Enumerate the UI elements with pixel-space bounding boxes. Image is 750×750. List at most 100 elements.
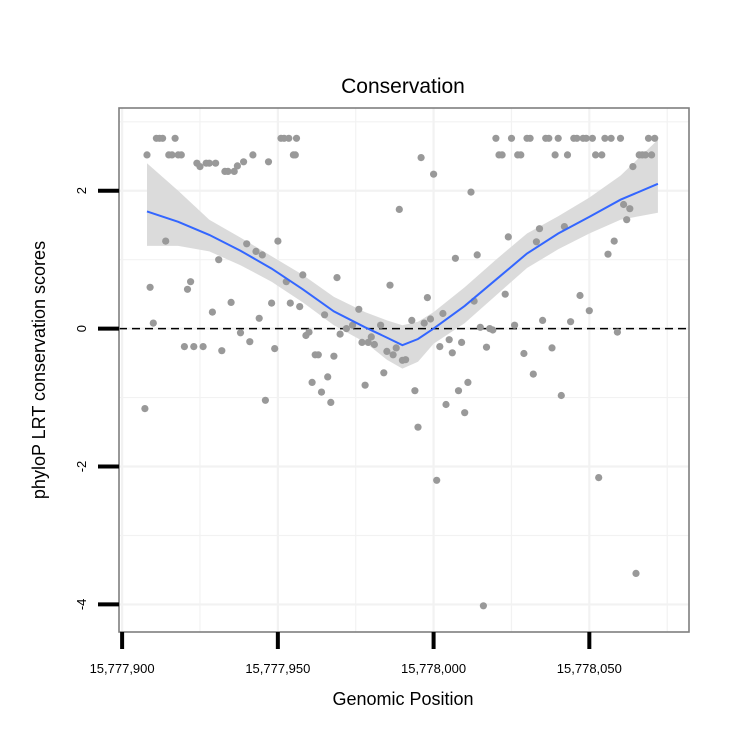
data-point	[342, 325, 350, 333]
data-point	[479, 602, 487, 610]
data-point	[255, 314, 263, 322]
data-point	[433, 476, 441, 484]
data-point	[454, 387, 463, 395]
data-point	[411, 387, 419, 395]
confidence-band-group	[147, 139, 658, 369]
data-point	[285, 134, 293, 142]
data-point	[651, 134, 659, 142]
data-point	[162, 237, 170, 245]
data-point	[171, 134, 179, 142]
data-point	[386, 281, 394, 289]
data-point	[299, 271, 307, 279]
data-point	[529, 370, 537, 378]
data-point	[183, 285, 192, 293]
x-axis: 15,777,900 15,777,950 15,778,000 15,778,050	[90, 632, 622, 676]
x-tick-label: 15,777,950	[245, 661, 310, 676]
data-point	[648, 151, 656, 159]
data-point	[626, 205, 634, 213]
y-axis-title: phyloP LRT conservation scores	[29, 241, 49, 499]
data-point	[308, 378, 316, 386]
data-point	[439, 309, 447, 318]
data-point	[330, 352, 338, 360]
data-point	[613, 328, 622, 336]
data-point	[414, 423, 422, 431]
data-point	[563, 151, 572, 159]
data-point	[607, 134, 615, 142]
data-point	[336, 330, 344, 338]
data-point	[573, 134, 581, 142]
data-point	[554, 134, 562, 142]
data-point	[426, 315, 435, 323]
data-point	[458, 338, 466, 346]
data-point	[604, 250, 612, 258]
data-point	[258, 251, 266, 259]
data-point	[517, 151, 525, 159]
data-point	[380, 369, 388, 377]
data-point	[539, 316, 547, 324]
data-point	[305, 328, 313, 336]
data-point	[417, 154, 425, 162]
panel-border	[118, 107, 690, 633]
y-tick-label: 2	[74, 187, 89, 194]
data-point	[623, 216, 631, 224]
data-point	[327, 398, 335, 406]
data-point	[296, 303, 304, 311]
data-point	[249, 151, 257, 159]
data-point	[423, 294, 431, 302]
data-point	[168, 151, 176, 159]
data-point	[616, 134, 625, 142]
data-point	[236, 329, 245, 337]
data-point	[383, 347, 391, 355]
x-tick-label: 15,778,050	[557, 661, 622, 676]
data-point	[620, 200, 628, 209]
data-point	[520, 349, 528, 358]
data-point	[389, 351, 397, 359]
data-point	[268, 299, 276, 307]
data-point	[430, 170, 438, 178]
data-point	[582, 134, 590, 142]
data-point	[364, 338, 372, 346]
data-point	[592, 151, 600, 159]
data-point	[557, 391, 565, 400]
data-point	[402, 356, 410, 364]
data-point	[489, 326, 497, 334]
x-axis-title: Genomic Position	[332, 689, 473, 709]
data-point	[442, 400, 450, 409]
data-point	[595, 474, 603, 482]
data-point	[567, 318, 575, 326]
y-tick-label: 0	[74, 325, 89, 332]
data-point	[271, 345, 279, 353]
data-point	[370, 340, 378, 349]
data-point	[510, 321, 519, 329]
smooth-line	[146, 182, 659, 347]
data-point	[526, 134, 534, 142]
data-point	[535, 225, 544, 233]
data-point	[408, 316, 416, 324]
data-point	[215, 256, 223, 264]
data-point	[585, 307, 593, 315]
data-point	[246, 338, 254, 346]
data-point	[199, 343, 207, 351]
data-point	[149, 319, 157, 327]
data-point	[551, 151, 559, 159]
data-point	[252, 247, 260, 255]
confidence-band	[147, 139, 658, 369]
data-point	[240, 158, 248, 166]
data-point	[187, 278, 195, 286]
data-point	[461, 409, 469, 417]
data-point	[224, 167, 232, 175]
y-axis: -4 -2 0 2	[74, 187, 119, 610]
x-tick-label: 15,777,900	[90, 661, 155, 676]
data-point	[467, 188, 475, 196]
data-point	[436, 343, 444, 351]
data-point	[451, 254, 459, 262]
data-point	[264, 158, 273, 166]
y-tick-label: -4	[74, 599, 89, 611]
data-point	[180, 343, 188, 351]
data-point	[261, 396, 269, 404]
data-point	[420, 319, 428, 327]
data-point	[233, 162, 241, 170]
data-point	[464, 378, 472, 386]
data-point	[286, 299, 294, 307]
